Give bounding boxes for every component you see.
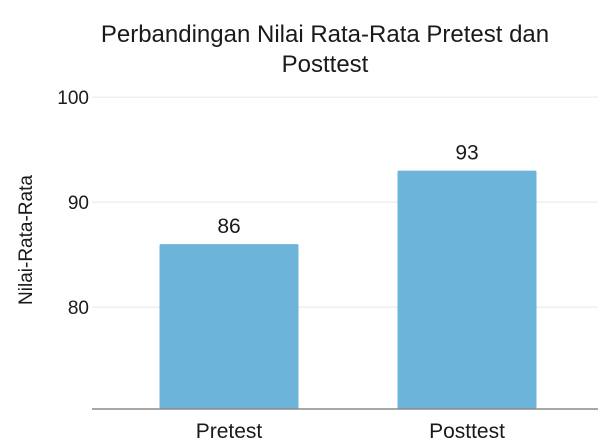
chart-title-line-1: Perbandingan Nilai Rata-Rata Pretest dan — [101, 21, 549, 48]
y-tick-label-90: 90 — [68, 193, 89, 214]
x-tick-labels: Pretest Posttest — [196, 420, 505, 443]
data-label-pretest: 86 — [217, 215, 240, 238]
x-tick-label-pretest: Pretest — [196, 420, 263, 443]
y-axis-label: Nilai-Rata-Rata — [16, 175, 37, 305]
chart-title-line-2: Posttest — [282, 51, 369, 78]
y-tick-labels: 80 90 100 — [57, 88, 89, 319]
bar-posttest — [397, 170, 537, 409]
data-labels: 86 93 — [217, 142, 478, 239]
y-tick-label-100: 100 — [57, 88, 89, 109]
y-tick-label-80: 80 — [68, 298, 89, 319]
bar-pretest — [159, 244, 299, 409]
data-label-posttest: 93 — [455, 142, 478, 165]
x-tick-label-posttest: Posttest — [429, 420, 505, 443]
bars — [159, 170, 537, 409]
